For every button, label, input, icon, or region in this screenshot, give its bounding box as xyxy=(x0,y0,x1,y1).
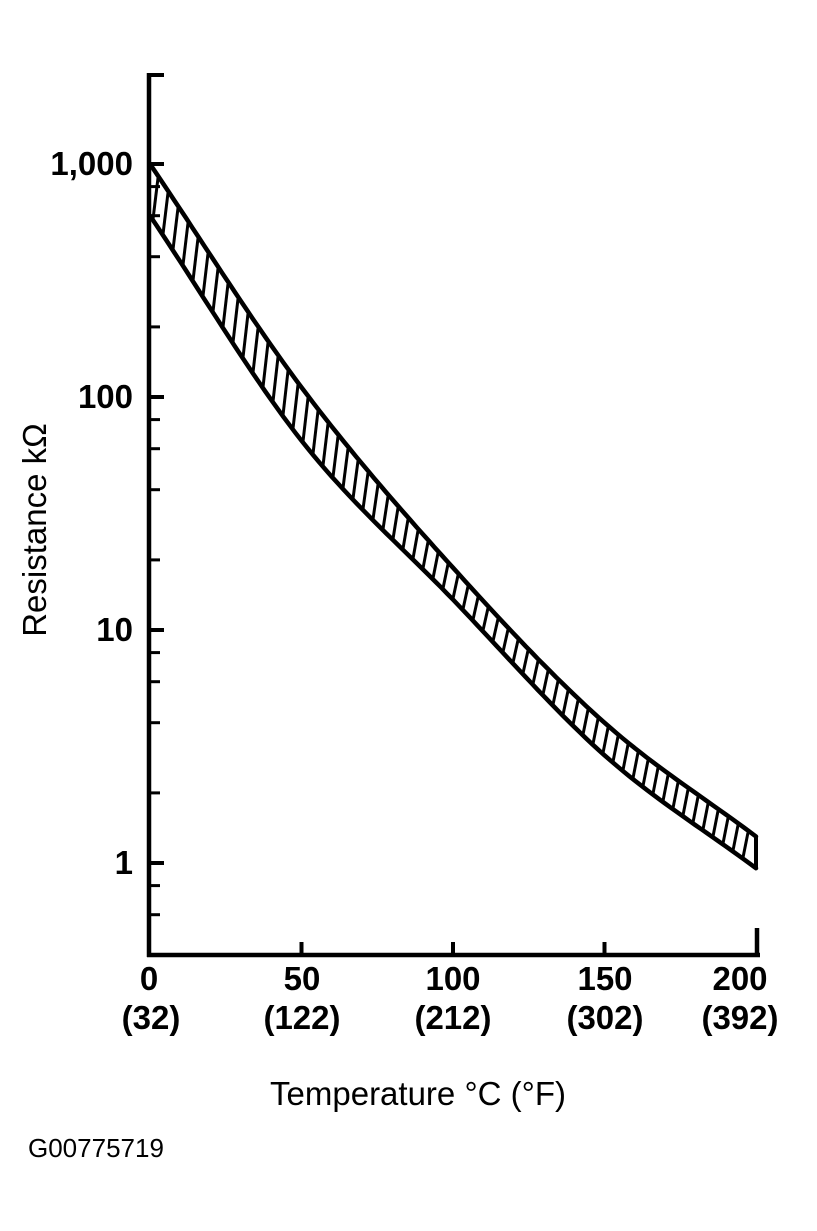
x-tick-label-302f: (302) xyxy=(566,999,643,1036)
x-tick-label-200c: 200 xyxy=(712,960,767,997)
x-tick-label-100c: 100 xyxy=(425,960,480,997)
band-hatching xyxy=(151,177,750,858)
y-tick-label-100: 100 xyxy=(78,378,133,415)
x-tick-label-50c: 50 xyxy=(284,960,321,997)
x-tick-label-392f: (392) xyxy=(701,999,778,1036)
y-axis-ticks xyxy=(149,162,164,917)
x-tick-label-150c: 150 xyxy=(577,960,632,997)
y-axis-title: Resistance kΩ xyxy=(16,423,53,637)
figure-code: G00775719 xyxy=(28,1133,164,1163)
tolerance-band xyxy=(147,161,759,871)
x-axis-ticks xyxy=(299,942,607,955)
y-tick-label-1000: 1,000 xyxy=(50,145,133,182)
x-axis-title: Temperature °C (°F) xyxy=(270,1075,566,1112)
x-tick-label-212f: (212) xyxy=(414,999,491,1036)
x-tick-label-32f: (32) xyxy=(122,999,181,1036)
lower-limit-curve xyxy=(147,213,759,871)
x-tick-label-122f: (122) xyxy=(263,999,340,1036)
upper-limit-curve xyxy=(147,161,759,839)
y-axis: 1,000 100 10 1 Resistance kΩ xyxy=(16,73,164,957)
x-tick-label-0c: 0 xyxy=(140,960,158,997)
y-tick-label-10: 10 xyxy=(96,611,133,648)
x-axis: 0 50 100 150 200 (32) (122) (212) (302) … xyxy=(122,928,779,1112)
y-tick-label-1: 1 xyxy=(115,844,133,881)
